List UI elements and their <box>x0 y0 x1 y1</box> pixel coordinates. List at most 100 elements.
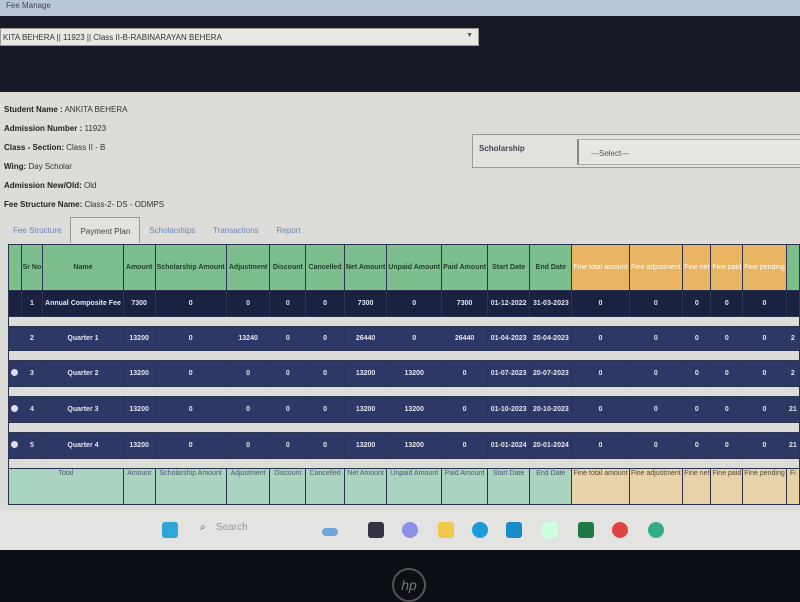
row-spacer <box>8 316 800 327</box>
total-cell: Fi <box>785 468 800 505</box>
table-cell: 01-12-2022 <box>487 290 531 317</box>
table-cell: 0 <box>710 432 744 459</box>
spacer <box>8 386 800 397</box>
chrome-profile-1-icon[interactable] <box>612 522 628 538</box>
table-cell: 0 <box>742 326 787 351</box>
table-cell: 0 <box>441 396 489 423</box>
row-select-cell[interactable] <box>8 326 22 351</box>
total-cell: Fine pending <box>742 468 787 505</box>
table-cell: 0 <box>742 360 787 387</box>
info-label: Fee Structure Name: <box>4 200 83 209</box>
table-cell: 0 <box>154 360 227 387</box>
table-cell: 13200 <box>386 396 443 423</box>
table-cell: 13200 <box>343 432 388 459</box>
table-cell: 0 <box>305 396 345 423</box>
table-row[interactable]: 1 Annual Composite Fee 7300 0 0 0 0 7300 0 7300 01… <box>8 290 800 317</box>
table-cell: 0 <box>682 396 712 423</box>
row-spacer <box>8 386 800 397</box>
file-explorer-icon[interactable] <box>438 522 454 538</box>
total-cell: Unpaid Amount <box>386 468 443 505</box>
column-header <box>8 244 22 291</box>
student-select[interactable]: KITA BEHERA || 11923 || Class II-B-RABIN… <box>0 28 479 46</box>
column-header: Cancelled <box>305 244 345 291</box>
taskbar-search[interactable]: Search <box>216 522 248 533</box>
info-label: Class - Section: <box>4 143 65 152</box>
column-header: End Date <box>529 244 573 291</box>
table-cell: 20-01-2024 <box>529 432 573 459</box>
table-cell: 0 <box>742 290 787 317</box>
tab-payment-plan[interactable]: Payment Plan <box>70 217 141 243</box>
table-cell: 0 <box>305 290 345 317</box>
table-cell: 0 <box>682 326 712 351</box>
tab-report[interactable]: Report <box>276 226 301 235</box>
info-value: Class-2- DS - ODMPS <box>84 200 165 209</box>
tab-scholarships[interactable]: Scholarships <box>149 226 196 235</box>
table-cell: 0 <box>269 432 307 459</box>
column-header: Unpaid Amount <box>386 244 443 291</box>
row-radio[interactable] <box>11 441 19 448</box>
search-icon[interactable]: ⌕ <box>200 522 206 533</box>
row-select-cell[interactable] <box>8 432 22 459</box>
table-cell: 01-07-2023 <box>487 360 531 387</box>
column-header: Name <box>42 244 124 291</box>
total-cell: End Date <box>529 468 573 505</box>
table-cell: 01-01-2024 <box>487 432 531 459</box>
total-cell: Discount <box>269 468 307 505</box>
total-cell: Net Amount <box>343 468 388 505</box>
table-cell: 0 <box>571 326 630 351</box>
table-cell: 13200 <box>122 360 156 387</box>
table-cell: Quarter 4 <box>42 432 124 459</box>
table-cell: 0 <box>225 396 271 423</box>
column-header: Fine net <box>682 244 712 291</box>
table-cell: 26440 <box>343 326 388 351</box>
row-select-cell[interactable] <box>8 396 22 423</box>
table-row[interactable]: 4 Quarter 3 13200 0 0 0 0 13200 13200 0 01-10-2023… <box>8 396 800 423</box>
info-value: Day Scholar <box>28 162 72 171</box>
window-titlebar: Fee Manage <box>0 0 800 16</box>
tab-fee-structure[interactable]: Fee Structure <box>13 226 62 235</box>
edge-icon[interactable] <box>472 522 488 538</box>
table-cell: 13200 <box>343 360 388 387</box>
row-radio[interactable] <box>11 369 19 376</box>
table-cell: 20-10-2023 <box>529 396 573 423</box>
table-cell: 5 <box>20 432 44 459</box>
chevron-down-icon: ▼ <box>466 32 473 39</box>
row-select-cell[interactable] <box>8 290 22 317</box>
table-cell: 21 <box>785 432 800 459</box>
column-header: Start Date <box>487 244 531 291</box>
phone-link-icon[interactable] <box>542 522 558 538</box>
table-cell: 0 <box>742 396 787 423</box>
table-cell: Quarter 3 <box>42 396 124 423</box>
table-cell: 2 <box>785 360 800 387</box>
table-row[interactable]: 3 Quarter 2 13200 0 0 0 0 13200 13200 0 01-07-2023… <box>8 360 800 387</box>
table-cell: 0 <box>571 360 630 387</box>
app-l-icon[interactable] <box>368 522 384 538</box>
total-cell: Fine net <box>682 468 712 505</box>
column-header: Fine adjustment <box>628 244 684 291</box>
row-radio[interactable] <box>11 405 19 412</box>
table-cell: 0 <box>386 290 443 317</box>
chrome-profile-2-icon[interactable] <box>648 522 664 538</box>
mail-icon[interactable] <box>506 522 522 538</box>
chat-icon[interactable] <box>402 522 418 538</box>
tab-transactions[interactable]: Transactions <box>213 226 259 235</box>
excel-icon[interactable] <box>578 522 594 538</box>
total-cell: Start Date <box>487 468 531 505</box>
table-cell: 2 <box>785 326 800 351</box>
table-cell: 0 <box>269 360 307 387</box>
spacer <box>8 316 800 327</box>
copilot-icon[interactable] <box>322 528 338 536</box>
scholarship-select[interactable]: ---Select--- <box>577 139 800 165</box>
spacer <box>8 458 800 469</box>
info-value: Old <box>84 181 97 190</box>
table-row[interactable]: 5 Quarter 4 13200 0 0 0 0 13200 13200 0 01-01-2024… <box>8 432 800 459</box>
row-spacer <box>8 350 800 361</box>
scholarship-panel: Scholarship ---Select--- <box>472 134 800 168</box>
row-select-cell[interactable] <box>8 360 22 387</box>
table-row[interactable]: 2 Quarter 1 13200 0 13240 0 0 26440 0 26440 01-04-… <box>8 326 800 351</box>
table-cell: 13200 <box>122 326 156 351</box>
table-cell: 0 <box>710 326 744 351</box>
total-cell: Cancelled <box>305 468 345 505</box>
windows-start-icon[interactable] <box>162 522 178 538</box>
table-cell: 7300 <box>122 290 156 317</box>
